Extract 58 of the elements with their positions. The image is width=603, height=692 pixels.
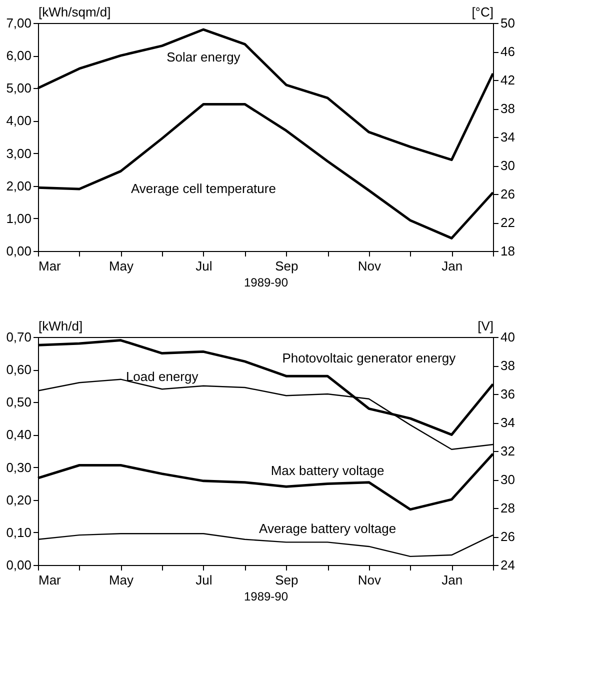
y2-tick-label: 38 [500, 101, 515, 116]
y-tick-label: 5,00 [6, 80, 32, 96]
x-tick-label: Sep [275, 258, 298, 274]
y-tick-label: 3,00 [6, 146, 32, 161]
y-tick-label: 0,00 [6, 244, 32, 258]
x-tick-label: Jul [196, 572, 212, 588]
y2-tick-label: 28 [500, 500, 515, 516]
x-tick-label: Nov [358, 258, 382, 274]
y2-tick-label: 26 [500, 529, 515, 544]
x-tick-label: Mar [38, 572, 62, 588]
y-tick-label: 0,30 [6, 460, 32, 475]
y-tick-label: 0,20 [6, 492, 32, 508]
y2-tick-label: 38 [500, 358, 515, 373]
series-label: Solar energy [166, 50, 241, 65]
y-tick-label: 0,40 [6, 427, 32, 442]
y2-tick-label: 34 [500, 415, 515, 430]
x-tick-label: Nov [358, 572, 382, 588]
series-label: Photovoltaic generator energy [282, 350, 456, 366]
x-tick-label: Mar [38, 258, 62, 274]
x-tick-label: Jan [442, 572, 463, 588]
y2-tick-label: 42 [500, 72, 515, 88]
x-axis-title: 1989-90 [244, 276, 288, 290]
y2-tick-label: 26 [500, 186, 515, 202]
y-tick-label: 0,00 [6, 558, 32, 572]
y2-axis-title: [V] [478, 318, 494, 334]
y-tick-label: 7,00 [6, 16, 32, 30]
series-label: Average cell temperature [130, 181, 276, 196]
y2-tick-label: 34 [500, 130, 515, 144]
x-tick-label: Sep [275, 572, 298, 588]
y2-tick-label: 32 [500, 444, 515, 458]
y2-tick-label: 22 [500, 215, 515, 230]
y-tick-label: 0,70 [6, 330, 32, 344]
y-tick-label: 2,00 [6, 178, 32, 194]
y-tick-label: 0,60 [6, 362, 32, 378]
series-label: Load energy [126, 369, 199, 384]
y2-axis-title: [°C] [472, 4, 494, 20]
x-tick-label: May [108, 572, 134, 588]
y2-tick-label: 46 [500, 44, 515, 59]
y-axis-title: [kWh/sqm/d] [38, 4, 111, 20]
series-label: Max battery voltage [270, 462, 384, 478]
x-tick-label: Jul [196, 258, 212, 274]
series-label: Average battery voltage [259, 521, 396, 536]
y2-tick-label: 50 [500, 16, 515, 30]
y-tick-label: 6,00 [6, 48, 32, 64]
y-axis-title: [kWh/d] [38, 318, 83, 334]
y2-tick-label: 40 [500, 330, 515, 344]
y-tick-label: 1,00 [6, 210, 32, 226]
y2-tick-label: 18 [500, 244, 515, 258]
y-tick-label: 4,00 [6, 113, 32, 128]
y-tick-label: 0,50 [6, 394, 32, 410]
y2-tick-label: 24 [500, 558, 515, 572]
x-tick-label: May [108, 258, 134, 274]
x-tick-label: Jan [442, 258, 463, 274]
y2-tick-label: 30 [500, 472, 515, 487]
y-tick-label: 0,10 [6, 524, 32, 540]
y2-tick-label: 36 [500, 386, 515, 402]
x-axis-title: 1989-90 [244, 590, 288, 604]
y2-tick-label: 30 [500, 158, 515, 173]
